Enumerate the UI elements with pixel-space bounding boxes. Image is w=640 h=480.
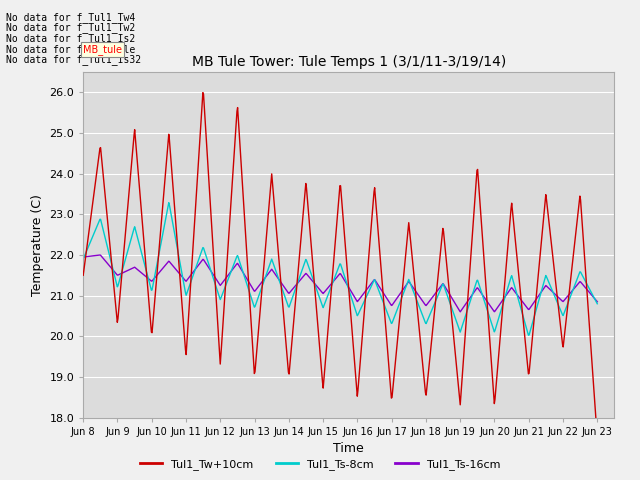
Title: MB Tule Tower: Tule Temps 1 (3/1/11-3/19/14): MB Tule Tower: Tule Temps 1 (3/1/11-3/19… <box>191 56 506 70</box>
Text: No data for f_Tul1_Is32: No data for f_Tul1_Is32 <box>6 54 141 65</box>
Text: No data for f_Tul1_Tw4: No data for f_Tul1_Tw4 <box>6 12 136 23</box>
Text: MB_tule: MB_tule <box>83 44 122 55</box>
Text: No data for f_Tul1_Tw2: No data for f_Tul1_Tw2 <box>6 23 136 34</box>
X-axis label: Time: Time <box>333 442 364 455</box>
Y-axis label: Temperature (C): Temperature (C) <box>31 194 44 296</box>
Text: No data for f_uMB_tule: No data for f_uMB_tule <box>6 44 136 55</box>
Text: No data for f_Tul1_Is2: No data for f_Tul1_Is2 <box>6 33 136 44</box>
Legend: Tul1_Tw+10cm, Tul1_Ts-8cm, Tul1_Ts-16cm: Tul1_Tw+10cm, Tul1_Ts-8cm, Tul1_Ts-16cm <box>136 455 504 474</box>
